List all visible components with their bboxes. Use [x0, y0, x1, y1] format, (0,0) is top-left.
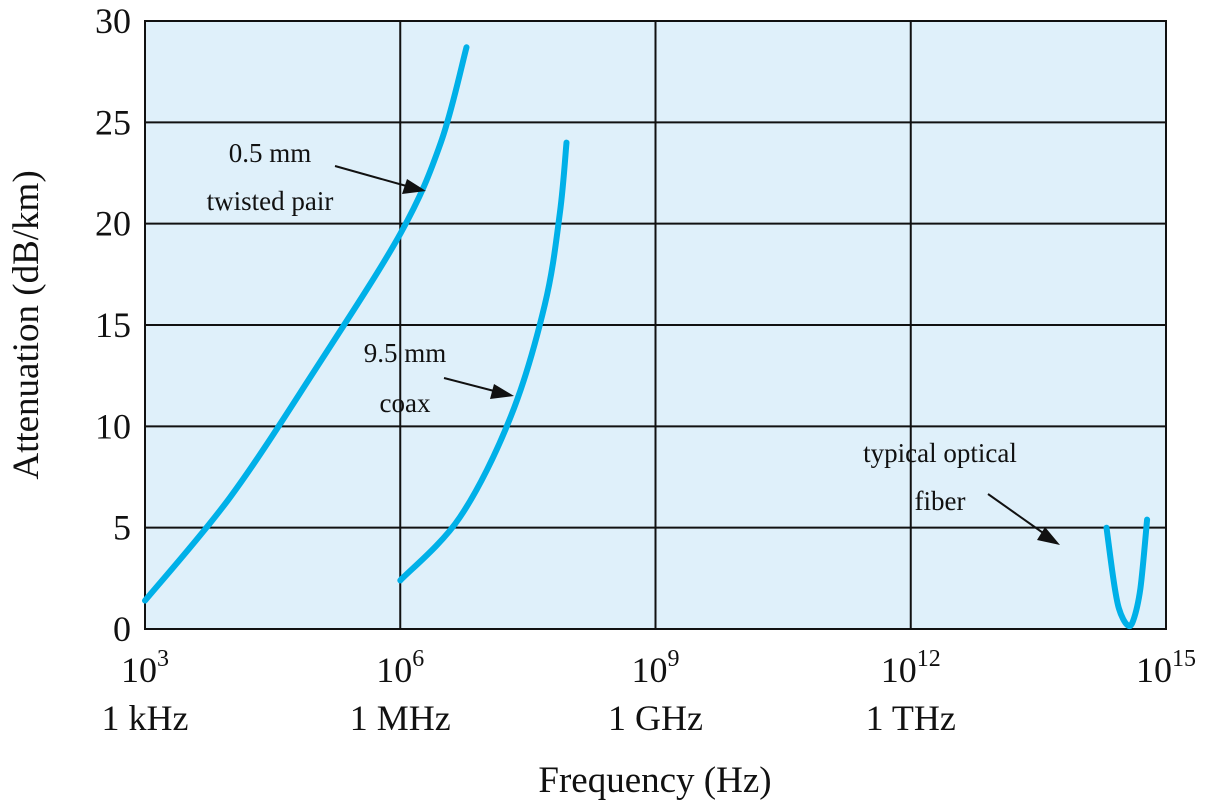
- x-tick-unit-label: 1 kHz: [102, 698, 189, 738]
- y-tick-labels: 0 5 10 15 20 25 30: [95, 1, 131, 649]
- y-tick-label: 20: [95, 204, 131, 244]
- x-tick-unit-label: 1 THz: [866, 698, 956, 738]
- x-tick-label: 109: [632, 646, 680, 690]
- series-line-1: [397, 139, 570, 584]
- series-lines: [142, 44, 1151, 630]
- fiber-arrowhead: [1037, 527, 1060, 545]
- x-tick-unit-label: 1 MHz: [350, 698, 451, 738]
- twisted-pair-arrowhead: [402, 179, 426, 194]
- twisted-pair-label-line2: twisted pair: [207, 186, 334, 216]
- coax-arrow: [443, 377, 499, 393]
- twisted-pair-label-line1: 0.5 mm: [229, 138, 312, 168]
- x-tick-label: 103: [121, 646, 169, 690]
- x-tick-labels: 103 1 kHz 106 1 MHz 109 1 GHz 1012 1 THz 1015: [102, 646, 1196, 738]
- x-tick-label: 1012: [881, 646, 941, 690]
- series-line-2: [1103, 516, 1151, 630]
- y-tick-label: 15: [95, 305, 131, 345]
- x-tick-label: 106: [376, 646, 424, 690]
- fiber-label-line2: fiber: [915, 486, 966, 516]
- coax-label-line1: 9.5 mm: [364, 338, 447, 368]
- x-tick-unit-label: 1 GHz: [608, 698, 703, 738]
- x-axis-title: Frequency (Hz): [538, 760, 771, 801]
- y-tick-label: 0: [113, 609, 131, 649]
- twisted-pair-arrow: [334, 165, 411, 188]
- x-tick-label: 1015: [1136, 646, 1196, 690]
- y-tick-label: 30: [95, 1, 131, 41]
- y-tick-label: 25: [95, 102, 131, 142]
- coax-label-line2: coax: [380, 388, 431, 418]
- y-tick-label: 5: [113, 508, 131, 548]
- y-axis-title: Attenuation (dB/km): [6, 170, 47, 479]
- fiber-label-line1: typical optical: [863, 438, 1017, 468]
- series-line-0: [142, 44, 470, 604]
- y-tick-label: 10: [95, 406, 131, 446]
- fiber-arrow: [987, 493, 1047, 536]
- grid-lines: [144, 20, 1167, 630]
- coax-arrowhead: [490, 384, 514, 399]
